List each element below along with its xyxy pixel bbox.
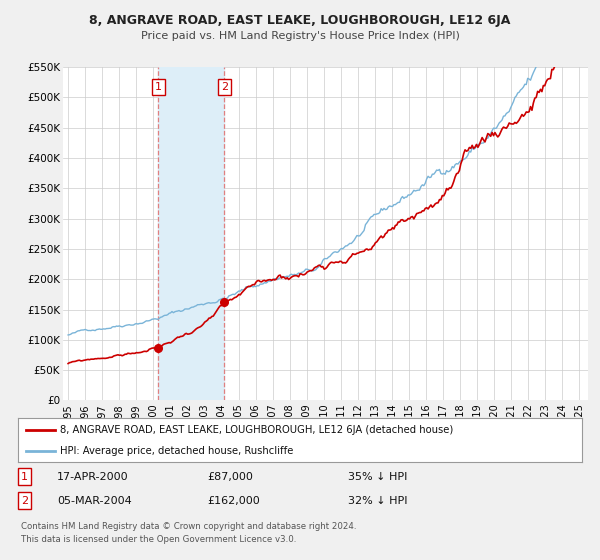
Text: 35% ↓ HPI: 35% ↓ HPI bbox=[348, 472, 407, 482]
Text: £87,000: £87,000 bbox=[207, 472, 253, 482]
Text: Contains HM Land Registry data © Crown copyright and database right 2024.: Contains HM Land Registry data © Crown c… bbox=[21, 522, 356, 531]
Text: 1: 1 bbox=[21, 472, 28, 482]
Text: This data is licensed under the Open Government Licence v3.0.: This data is licensed under the Open Gov… bbox=[21, 535, 296, 544]
Text: 2: 2 bbox=[221, 82, 228, 92]
Text: £162,000: £162,000 bbox=[207, 496, 260, 506]
Text: 2: 2 bbox=[21, 496, 28, 506]
Text: 05-MAR-2004: 05-MAR-2004 bbox=[57, 496, 132, 506]
Text: 17-APR-2000: 17-APR-2000 bbox=[57, 472, 128, 482]
Text: HPI: Average price, detached house, Rushcliffe: HPI: Average price, detached house, Rush… bbox=[60, 446, 293, 456]
Text: 8, ANGRAVE ROAD, EAST LEAKE, LOUGHBOROUGH, LE12 6JA: 8, ANGRAVE ROAD, EAST LEAKE, LOUGHBOROUG… bbox=[89, 14, 511, 27]
Text: 1: 1 bbox=[155, 82, 162, 92]
Bar bbox=[158, 67, 224, 400]
Text: Price paid vs. HM Land Registry's House Price Index (HPI): Price paid vs. HM Land Registry's House … bbox=[140, 31, 460, 41]
Text: 8, ANGRAVE ROAD, EAST LEAKE, LOUGHBOROUGH, LE12 6JA (detached house): 8, ANGRAVE ROAD, EAST LEAKE, LOUGHBOROUG… bbox=[60, 424, 454, 435]
Text: 32% ↓ HPI: 32% ↓ HPI bbox=[348, 496, 407, 506]
